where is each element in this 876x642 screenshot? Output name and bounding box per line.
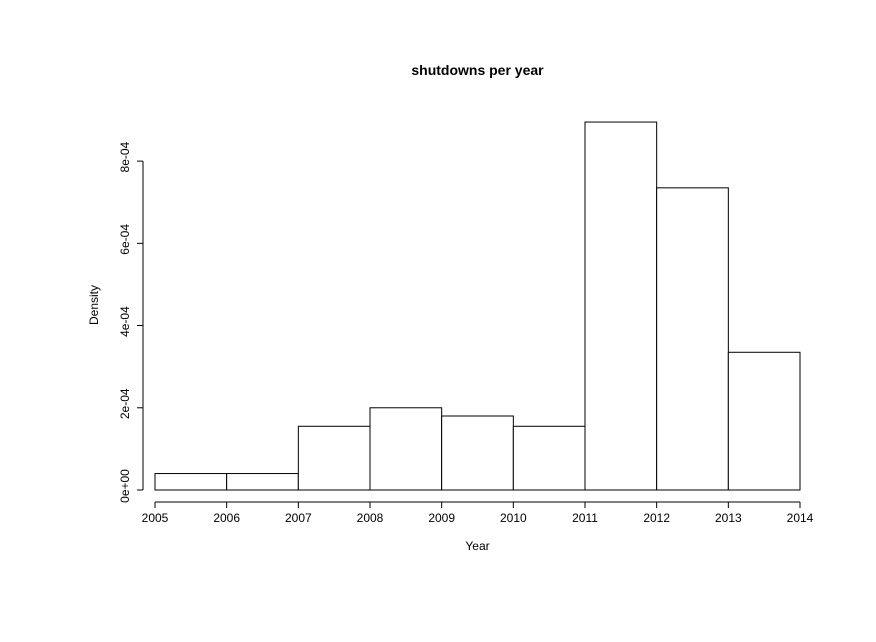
bar-2008 (370, 408, 442, 490)
bar-2013 (728, 352, 800, 490)
y-tick-label: 6e-04 (118, 224, 132, 255)
bar-2012 (657, 188, 729, 490)
x-tick-label: 2010 (500, 511, 527, 525)
y-tick-label: 8e-04 (118, 141, 132, 172)
bar-2010 (513, 426, 585, 490)
bar-2011 (585, 122, 657, 490)
x-tick-label: 2012 (643, 511, 670, 525)
bar-2006 (227, 474, 299, 490)
x-tick-label: 2008 (357, 511, 384, 525)
x-tick-label: 2005 (142, 511, 169, 525)
x-tick-label: 2009 (428, 511, 455, 525)
chart-title: shutdowns per year (411, 62, 544, 78)
y-tick-label: 0e+00 (118, 469, 132, 503)
x-tick-label: 2013 (715, 511, 742, 525)
histogram-chart: 2005 2006 2007 2008 2009 2010 2011 2012 2013 2014… (0, 0, 876, 642)
x-tick-label: 2014 (787, 511, 814, 525)
x-tick-label: 2006 (213, 511, 240, 525)
y-axis-label: Density (87, 285, 101, 325)
x-axis-label: Year (465, 539, 489, 553)
bar-2007 (298, 426, 370, 490)
x-tick-label: 2007 (285, 511, 312, 525)
x-tick-label: 2011 (572, 511, 598, 525)
bar-2009 (442, 416, 514, 490)
y-tick-label: 2e-04 (118, 388, 132, 419)
y-tick-label: 4e-04 (118, 306, 132, 337)
chart-container: 2005 2006 2007 2008 2009 2010 2011 2012 2013 2014… (0, 0, 876, 642)
bar-2005 (155, 474, 227, 490)
